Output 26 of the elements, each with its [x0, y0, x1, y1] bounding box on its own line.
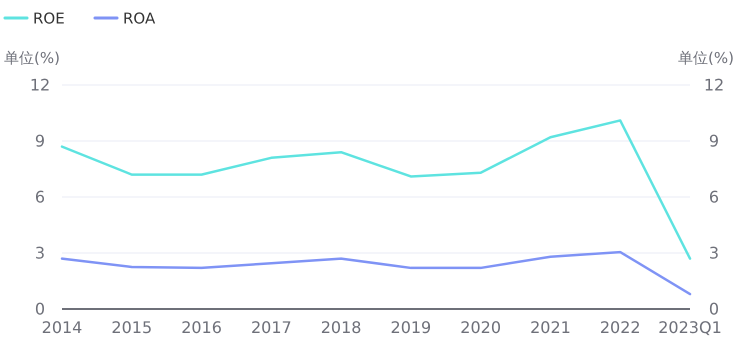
y2-tick-label: 6 [708, 188, 720, 207]
y-tick-label: 9 [34, 132, 46, 151]
y2-tick-label: 12 [704, 76, 724, 95]
y-axis-title: 单位(%) [4, 49, 60, 67]
x-tick-label: 2023Q1 [658, 318, 722, 337]
x-tick-label: 2017 [250, 318, 292, 337]
x-tick-label: 2021 [530, 318, 571, 337]
x-tick-label: 2016 [181, 318, 222, 337]
y-tick-label: 0 [34, 300, 46, 319]
x-tick-label: 2020 [460, 318, 502, 337]
legend-label: ROE [33, 9, 65, 28]
y-tick-label: 6 [34, 188, 46, 207]
x-tick-label: 2015 [111, 318, 152, 337]
y2-tick-label: 3 [708, 244, 720, 263]
x-tick-label: 2014 [42, 318, 82, 337]
x-tick-label: 2019 [390, 318, 432, 337]
line-series [60, 250, 692, 296]
y2-tick-label: 9 [708, 132, 720, 151]
y2-axis-title: 单位(%) [678, 49, 734, 67]
y2-tick-label: 0 [708, 300, 720, 319]
legend-label: ROA [123, 9, 156, 28]
x-tick-label: 2018 [320, 318, 362, 337]
line-series [60, 119, 692, 260]
y-tick-label: 3 [34, 244, 46, 263]
y-tick-label: 12 [30, 76, 50, 95]
x-tick-label: 2022 [600, 318, 641, 337]
